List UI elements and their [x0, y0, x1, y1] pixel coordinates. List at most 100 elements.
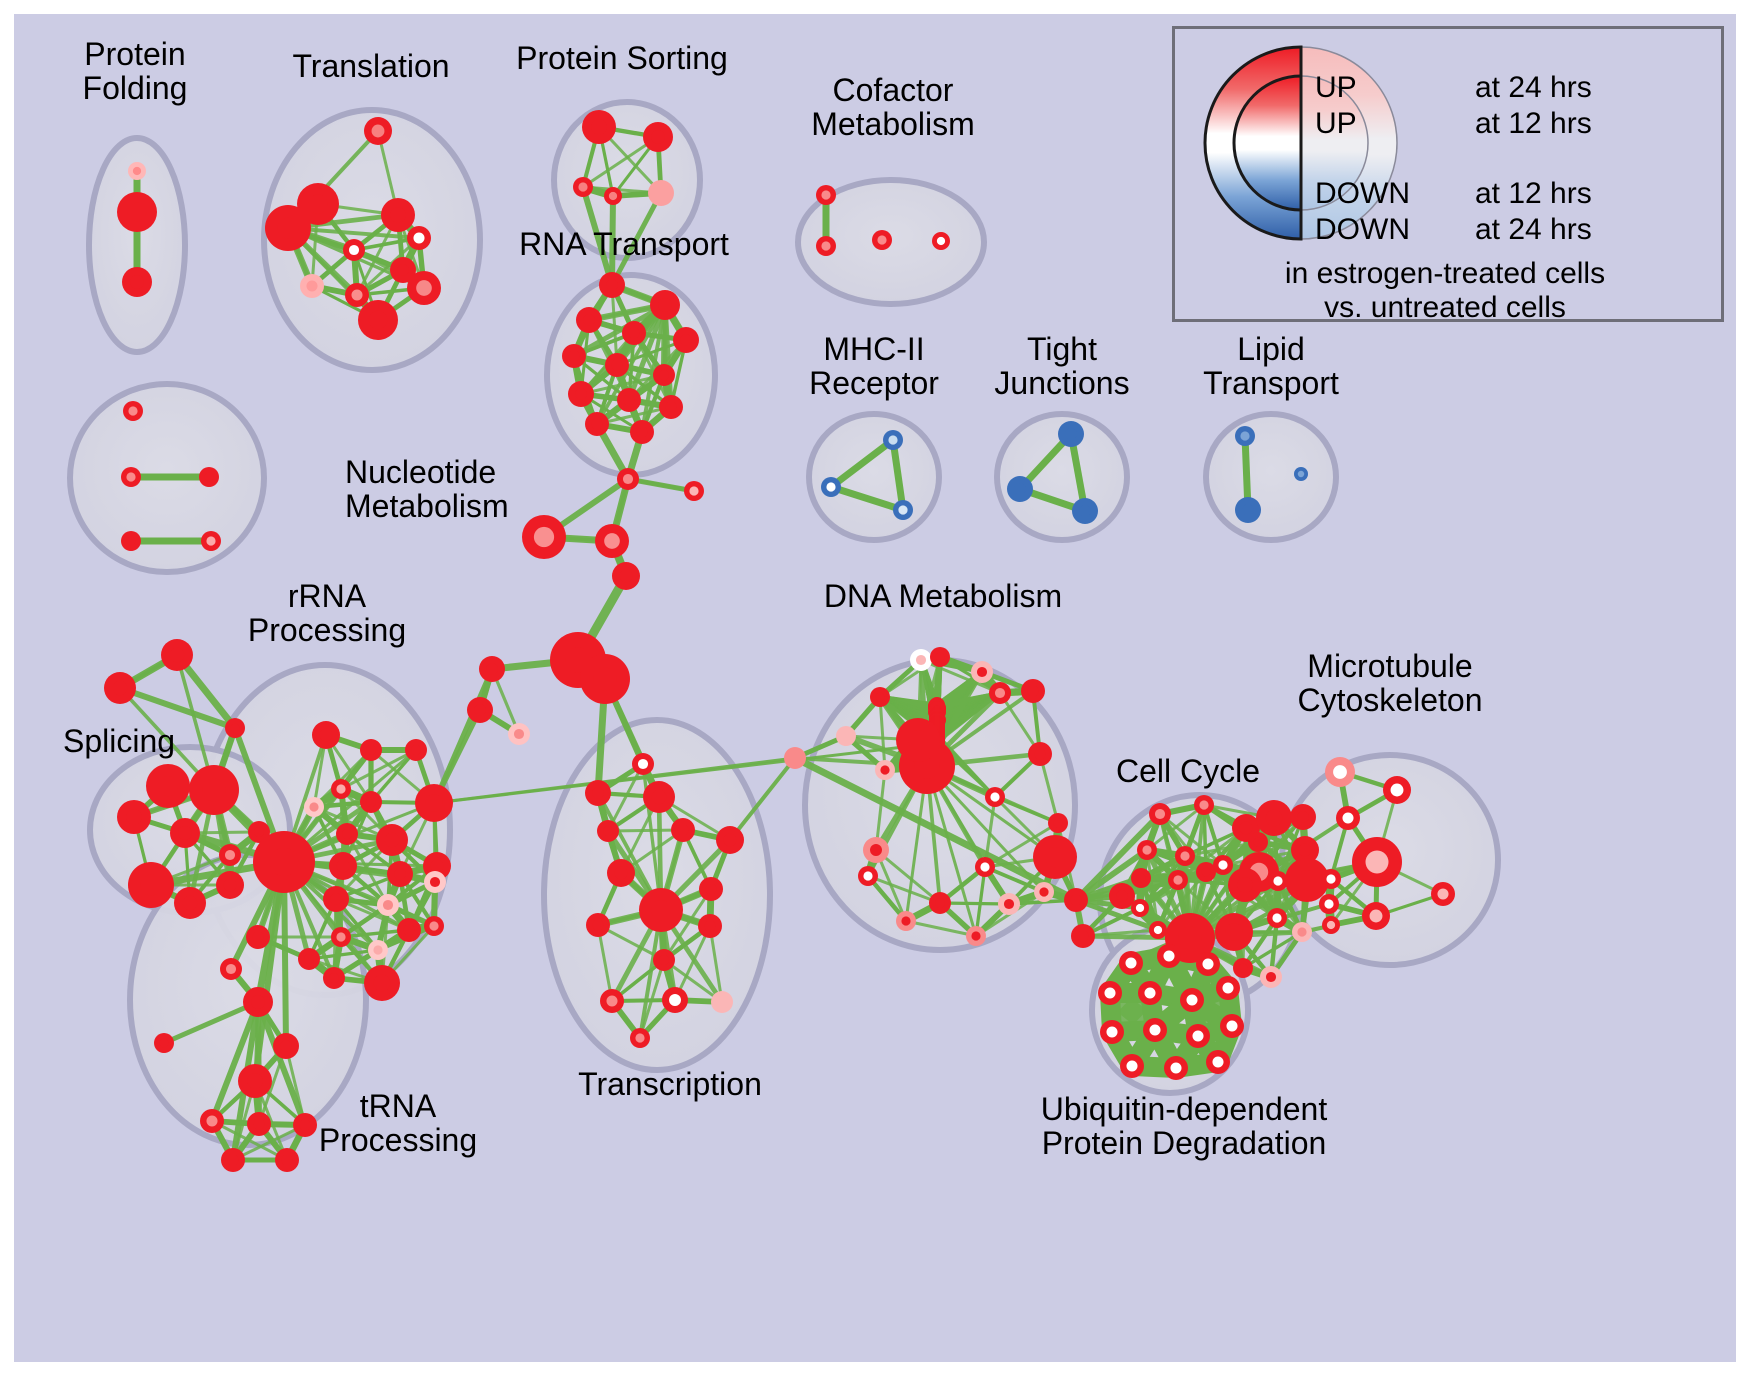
network-node-rrna-processing	[364, 965, 400, 1001]
network-edge	[231, 1123, 307, 1162]
network-node-protein-folding	[117, 192, 157, 232]
network-node-dna-metabolism	[875, 760, 895, 780]
network-node-cofactor-metabolism	[932, 232, 950, 250]
network-node-trna-processing	[275, 1148, 299, 1172]
network-node-dna-metabolism	[858, 866, 878, 886]
network-node-cell-cycle	[1131, 868, 1151, 888]
network-node-rrna-processing	[312, 721, 340, 749]
network-node-mhc-ii	[821, 477, 841, 497]
network-node-transcription	[643, 781, 675, 813]
network-node-nucleotide-metabolism	[201, 531, 221, 551]
network-node-splicing	[174, 887, 206, 919]
network-edge	[925, 764, 978, 938]
network-edge	[974, 865, 987, 938]
network-edge	[1073, 897, 1161, 933]
cluster-label-cell-cycle: Cell Cycle	[1115, 753, 1261, 789]
network-node-dna-metabolism	[1021, 679, 1045, 703]
network-node-protein-sorting	[573, 177, 593, 197]
network-node-dna-metabolism	[929, 892, 951, 914]
legend-key-up24: UP	[1315, 71, 1357, 104]
network-edge	[1073, 847, 1150, 903]
network-node-ubiquitin-degradation	[1186, 1024, 1210, 1048]
network-node-cell-cycle	[1071, 924, 1095, 948]
network-edge	[662, 887, 713, 962]
network-node-translation	[297, 183, 339, 225]
network-node-dna-metabolism	[836, 726, 856, 746]
network-node-cell-cycle	[1267, 908, 1287, 928]
network-node-protein-sorting	[582, 110, 616, 144]
network-node-transcription	[671, 818, 695, 842]
legend-caption-line1: in estrogen-treated cells	[1284, 257, 1606, 290]
cluster-label-rna-transport: RNA Transport	[519, 226, 729, 262]
legend-time-up12: at 12 hrs	[1475, 107, 1592, 140]
network-edge	[708, 924, 724, 1004]
network-node-rna-transport	[576, 307, 602, 333]
cluster-label-lipid-transport: Lipid Transport	[1203, 331, 1339, 401]
network-node-rrna-processing	[387, 861, 413, 887]
network-node-cell-cycle	[1260, 966, 1282, 988]
network-node-cell-cycle	[1290, 804, 1316, 830]
network-node-translation	[381, 198, 415, 232]
network-node-cell-cycle	[1228, 868, 1262, 902]
cluster-label-tight-junctions: Tight Junctions	[994, 331, 1130, 401]
network-node-rrna-processing	[405, 739, 427, 761]
network-node-rrna-processing	[298, 948, 320, 970]
network-node-rna-transport-chain	[684, 481, 704, 501]
network-node-splicing	[189, 765, 239, 815]
network-edge	[625, 476, 697, 494]
legend-inner-core	[1232, 74, 1303, 212]
network-edge	[117, 685, 238, 731]
network-node-ubiquitin-degradation	[1216, 976, 1240, 1000]
network-edge	[983, 865, 1046, 894]
network-node-microtubule-cytoskeleton	[1319, 894, 1339, 914]
network-node-ubiquitin-degradation	[1206, 1050, 1230, 1074]
network-node-rna-transport	[605, 353, 629, 377]
network-node-cell-cycle	[1215, 913, 1253, 951]
network-node-protein-sorting	[643, 122, 673, 152]
network-edge	[791, 754, 1080, 904]
network-node-rna-transport-chain	[580, 654, 630, 704]
network-node-cell-cycle	[1137, 840, 1157, 860]
network-node-rna-transport	[659, 395, 683, 419]
network-node-translation	[265, 205, 311, 251]
network-node-ubiquitin-degradation	[1098, 981, 1122, 1005]
network-node-cofactor-metabolism	[872, 230, 892, 250]
cluster-label-mhc-ii: MHC-II Receptor	[809, 331, 939, 401]
network-node-ubiquitin-degradation	[1157, 944, 1181, 968]
cluster-label-nucleotide-metabolism: Nucleotide Metabolism	[345, 454, 509, 524]
network-edge	[369, 748, 418, 804]
legend-node-glyph	[1203, 45, 1398, 241]
network-node-rrna-processing	[304, 797, 324, 817]
network-nodes	[104, 110, 1455, 1172]
network-node-lipid-transport	[1235, 426, 1255, 446]
network-node-lipid-transport	[1235, 497, 1261, 523]
network-node-ubiquitin-degradation	[1164, 1056, 1188, 1080]
network-node-cell-cycle	[1175, 846, 1195, 866]
network-node-splicing	[146, 764, 190, 808]
network-edge	[639, 302, 668, 435]
network-node-transcription	[662, 987, 688, 1013]
network-node-nucleotide-metabolism	[123, 401, 143, 421]
network-edge	[662, 958, 724, 1004]
network-node-dna-metabolism	[863, 837, 889, 863]
network-node-rrna-processing	[368, 940, 388, 960]
network-node-rrna-processing	[360, 791, 382, 813]
network-node-rna-transport-chain	[508, 723, 530, 745]
network-edge	[866, 874, 942, 905]
network-edge	[307, 948, 380, 961]
network-node-protein-sorting	[604, 187, 622, 205]
network-edge	[581, 135, 660, 189]
network-node-rrna-processing	[329, 852, 357, 880]
network-edge	[998, 691, 1042, 756]
network-node-rna-transport-chain	[595, 524, 629, 558]
network-node-dna-metabolism	[1064, 888, 1088, 912]
network-node-rna-transport	[562, 344, 586, 368]
network-node-rrna-processing	[336, 823, 358, 845]
network-node-rna-transport	[568, 381, 594, 407]
network-node-dna-metabolism	[1034, 882, 1054, 902]
network-node-cell-cycle	[1268, 871, 1288, 891]
network-node-splicing	[117, 800, 151, 834]
network-node-nucleotide-metabolism	[199, 467, 219, 487]
network-node-cell-cycle	[1233, 958, 1253, 978]
cluster-ellipse-translation	[261, 107, 483, 373]
